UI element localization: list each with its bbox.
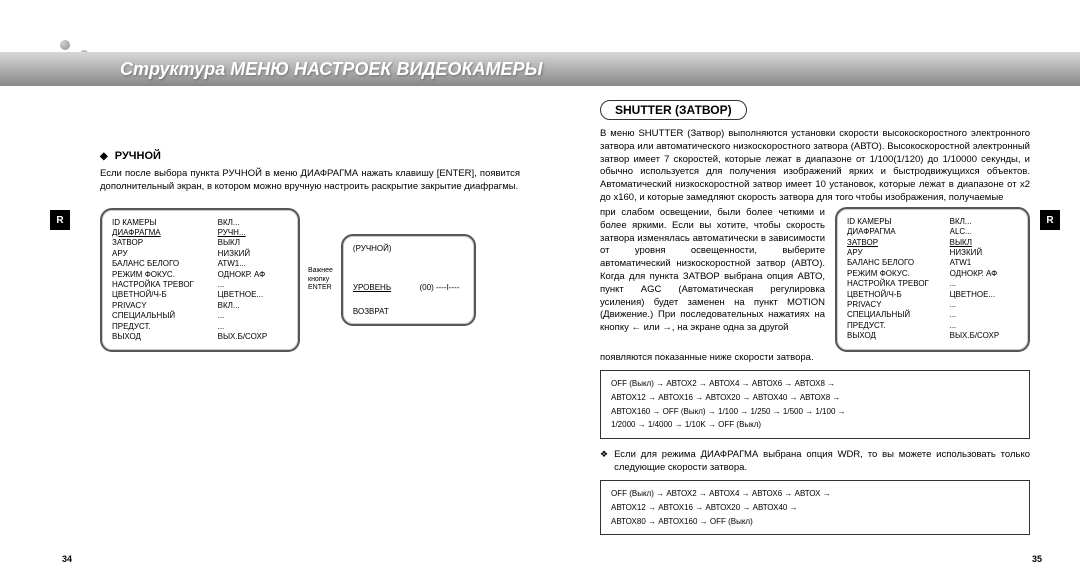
flow-line: АВТОХ12 → АВТОХ16 → АВТОХ20 → АВТОХ40 → …	[611, 391, 1019, 405]
menu-row: НАСТРОЙКА ТРЕВОГ...	[112, 280, 288, 290]
shutter-title: SHUTTER (ЗАТВОР)	[600, 100, 747, 120]
menu-row: ДИАФРАГМАALC...	[847, 227, 1018, 237]
menu-row: ЗАТВОРВЫКЛ	[112, 238, 288, 248]
flow-line: 1/2000 → 1/4000 → 1/10K → OFF (Выкл)	[611, 418, 1019, 432]
menu-box-main: ID КАМЕРЫВКЛ...ДИАФРАГМАРУЧН...ЗАТВОРВЫК…	[100, 208, 300, 353]
menu2-return: ВОЗВРАТ	[353, 307, 464, 316]
menu-row: ПРЕДУСТ....	[112, 322, 288, 332]
menu-row: ВЫХОДВЫХ.Б/СОХР	[112, 332, 288, 342]
menu2-level-val: (00) ----I----	[420, 283, 464, 293]
flow-line: АВТОХ160 → OFF (Выкл) → 1/100 → 1/250 → …	[611, 405, 1019, 419]
menu-row: БАЛАНС БЕЛОГОATW1...	[112, 259, 288, 269]
menu-row: ID КАМЕРЫВКЛ...	[847, 217, 1018, 227]
menu-row: РЕЖИМ ФОКУС.ОДНОКР. АФ	[847, 269, 1018, 279]
menu-row: СПЕЦИАЛЬНЫЙ...	[112, 311, 288, 321]
menu2-title: (РУЧНОЙ)	[353, 244, 464, 253]
menu-row: ДИАФРАГМАРУЧН...	[112, 228, 288, 238]
menu-row: АРУНИЗКИЙ	[112, 249, 288, 259]
menu-row: РЕЖИМ ФОКУС.ОДНОКР. АФ	[112, 270, 288, 280]
page-number-left: 34	[62, 554, 72, 564]
menu-row: PRIVACY...	[847, 300, 1018, 310]
wdr-note: Если для режима ДИАФРАГМА выбрана опция …	[614, 449, 1030, 475]
page-number-right: 35	[1032, 554, 1042, 564]
menu-row: НАСТРОЙКА ТРЕВОГ...	[847, 279, 1018, 289]
diamond-icon: ◆	[100, 151, 108, 162]
menu-row: ЦВЕТНОЙ/Ч-БЦВЕТНОЕ...	[847, 290, 1018, 300]
header-title: Структура МЕНЮ НАСТРОЕК ВИДЕОКАМЕРЫ	[120, 59, 543, 80]
enter-note-2: кнопку	[308, 276, 333, 284]
shutter-body-2: при слабом освещении, были более четкими…	[600, 207, 825, 335]
flow-box-2: OFF (Выкл) → АВТОХ2 → АВТОХ4 → АВТОХ6 → …	[600, 480, 1030, 535]
menu-row: ЗАТВОРВЫКЛ	[847, 238, 1018, 248]
menu-row: ВЫХОДВЫХ.Б/СОХР	[847, 331, 1018, 341]
diamond-icon: ❖	[600, 449, 608, 475]
menu-row: СПЕЦИАЛЬНЫЙ...	[847, 310, 1018, 320]
menu-box-level: (РУЧНОЙ) УРОВЕНЬ (00) ----I---- ВОЗВРАТ	[341, 234, 476, 326]
menu-row: БАЛАНС БЕЛОГОATW1	[847, 258, 1018, 268]
left-page: ◆ РУЧНОЙ Если после выбора пункта РУЧНОЙ…	[100, 100, 520, 352]
menu-row: PRIVACYВКЛ...	[112, 301, 288, 311]
menu-row: АРУНИЗКИЙ	[847, 248, 1018, 258]
menu-box-right: ID КАМЕРЫВКЛ...ДИАФРАГМАALC...ЗАТВОРВЫКЛ…	[835, 207, 1030, 352]
side-tab-r-left: R	[50, 210, 70, 230]
menu-row: ЦВЕТНОЙ/Ч-БЦВЕТНОЕ...	[112, 290, 288, 300]
flow-line: АВТОХ12 → АВТОХ16 → АВТОХ20 → АВТОХ40 →	[611, 501, 1019, 515]
menu-row: ID КАМЕРЫВКЛ...	[112, 218, 288, 228]
manual-body: Если после выбора пункта РУЧНОЙ в меню Д…	[100, 168, 520, 194]
flow-line: АВТОХ80 → АВТОХ160 → OFF (Выкл)	[611, 515, 1019, 529]
header-bar: Структура МЕНЮ НАСТРОЕК ВИДЕОКАМЕРЫ	[0, 52, 1080, 86]
shutter-body-1: В меню SHUTTER (Затвор) выполняются уста…	[600, 128, 1030, 205]
menu2-level-label: УРОВЕНЬ	[353, 283, 420, 293]
enter-note-3: ENTER	[308, 284, 333, 292]
flow-line: OFF (Выкл) → АВТОХ2 → АВТОХ4 → АВТОХ6 → …	[611, 487, 1019, 501]
manual-heading-text: РУЧНОЙ	[115, 150, 161, 162]
right-page: SHUTTER (ЗАТВОР) В меню SHUTTER (Затвор)…	[600, 100, 1030, 535]
enter-note-1: Важнее	[308, 267, 333, 275]
flow-line: OFF (Выкл) → АВТОХ2 → АВТОХ4 → АВТОХ6 → …	[611, 377, 1019, 391]
flow-box-1: OFF (Выкл) → АВТОХ2 → АВТОХ4 → АВТОХ6 → …	[600, 370, 1030, 438]
manual-heading: ◆ РУЧНОЙ	[100, 150, 520, 162]
side-tab-r-right: R	[1040, 210, 1060, 230]
enter-note: Важнее кнопку ENTER	[308, 267, 333, 292]
menu-row: ПРЕДУСТ....	[847, 321, 1018, 331]
shutter-body-3: появляются показанные ниже скорости затв…	[600, 352, 1030, 365]
